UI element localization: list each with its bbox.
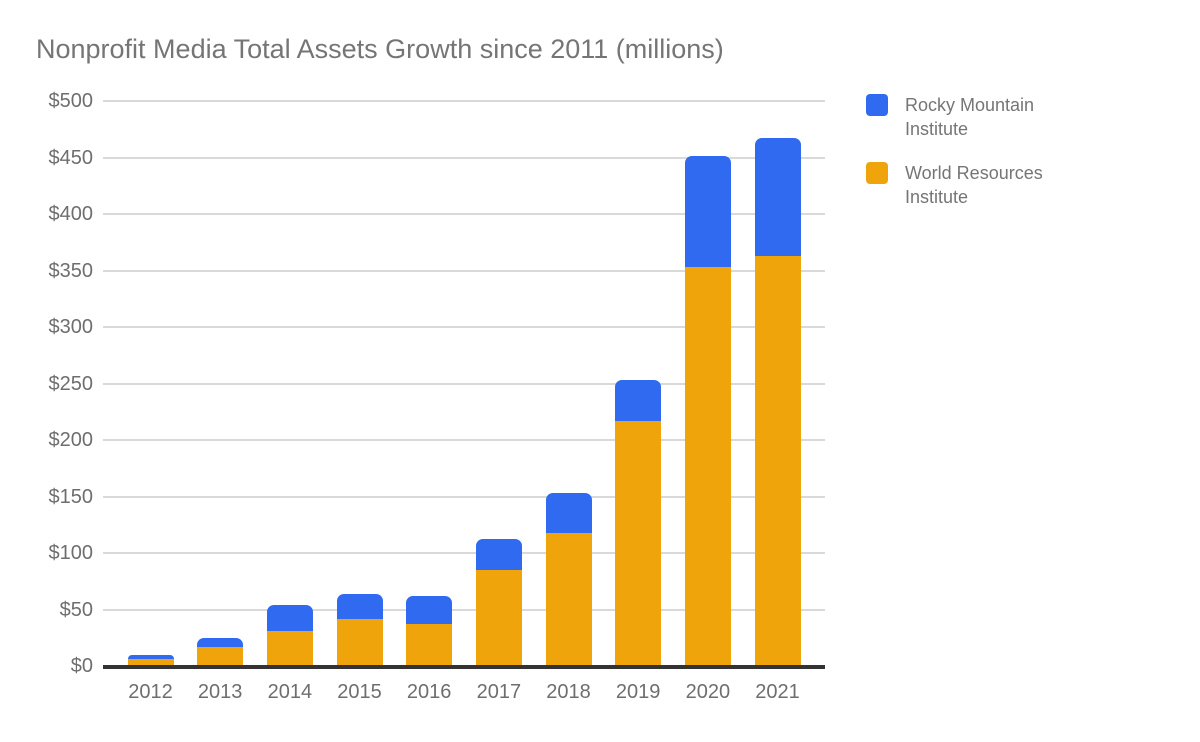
x-axis-tick-label: 2018 — [546, 681, 591, 703]
gridline — [103, 495, 825, 498]
legend-item[interactable]: Rocky Mountain Institute — [866, 93, 1126, 141]
y-axis-tick-label: $400 — [48, 203, 94, 225]
bar-segment[interactable] — [336, 618, 383, 666]
bar-segment[interactable] — [754, 138, 801, 256]
legend: Rocky Mountain Institute World Resources … — [866, 93, 1126, 229]
legend-swatch-icon — [866, 94, 888, 116]
bar-segment[interactable] — [406, 624, 453, 666]
gridline — [103, 608, 825, 611]
legend-swatch-icon — [866, 162, 888, 184]
x-axis-tick-label: 2016 — [406, 681, 452, 703]
gridline — [103, 326, 825, 328]
gridline — [103, 269, 825, 272]
y-axis-tick-label: $0 — [70, 655, 93, 677]
bar-segment[interactable] — [127, 654, 174, 660]
bar-segment[interactable] — [197, 646, 244, 666]
y-axis-tick-label: $250 — [48, 372, 94, 395]
y-axis-tick-label: $350 — [48, 259, 94, 282]
gridline — [103, 439, 825, 441]
x-axis-line — [103, 665, 825, 669]
bar-segment[interactable] — [615, 380, 662, 421]
x-axis-tick-label: 2020 — [685, 681, 731, 703]
gridline — [103, 100, 825, 102]
bar-segment[interactable] — [684, 156, 731, 268]
legend-item[interactable]: World Resources Institute — [866, 161, 1126, 209]
y-axis-tick-label: $100 — [48, 542, 94, 564]
y-axis-tick-label: $150 — [48, 485, 94, 508]
bar-segment[interactable] — [475, 569, 522, 666]
x-axis-tick-label: 2013 — [197, 681, 243, 703]
gridline — [103, 156, 825, 159]
bar-segment[interactable] — [127, 659, 174, 666]
bar-segment[interactable] — [336, 593, 383, 619]
legend-label: Rocky Mountain Institute — [905, 95, 1035, 139]
bar-segment[interactable] — [545, 532, 592, 666]
x-axis-tick-label: 2019 — [615, 681, 661, 703]
bar-segment[interactable] — [266, 630, 313, 666]
gridline — [103, 552, 825, 554]
y-axis-tick-label: $500 — [48, 90, 94, 112]
plot-area — [103, 100, 825, 666]
y-axis-tick-label: $450 — [48, 146, 94, 169]
x-axis-tick-label: 2017 — [476, 681, 522, 703]
x-axis-tick-label: 2014 — [267, 681, 313, 703]
bar-segment[interactable] — [266, 605, 313, 631]
bar-segment[interactable] — [406, 595, 453, 625]
x-axis-tick-label: 2012 — [128, 681, 173, 703]
bar-segment[interactable] — [475, 539, 522, 570]
chart-title: Nonprofit Media Total Assets Growth sinc… — [36, 34, 724, 64]
x-axis-tick-label: 2015 — [337, 681, 382, 703]
bar-segment[interactable] — [615, 420, 662, 666]
y-axis-tick-label: $50 — [59, 598, 93, 621]
bar-segment[interactable] — [197, 637, 244, 647]
gridline — [103, 213, 825, 215]
legend-label: World Resources Institute — [905, 163, 1043, 207]
y-axis-tick-label: $200 — [48, 429, 94, 451]
gridline — [103, 382, 825, 385]
y-axis-tick-label: $300 — [48, 316, 94, 338]
bar-segment[interactable] — [754, 255, 801, 666]
x-axis-tick-label: 2021 — [755, 681, 800, 703]
bar-segment[interactable] — [545, 493, 592, 533]
bar-segment[interactable] — [684, 267, 731, 666]
